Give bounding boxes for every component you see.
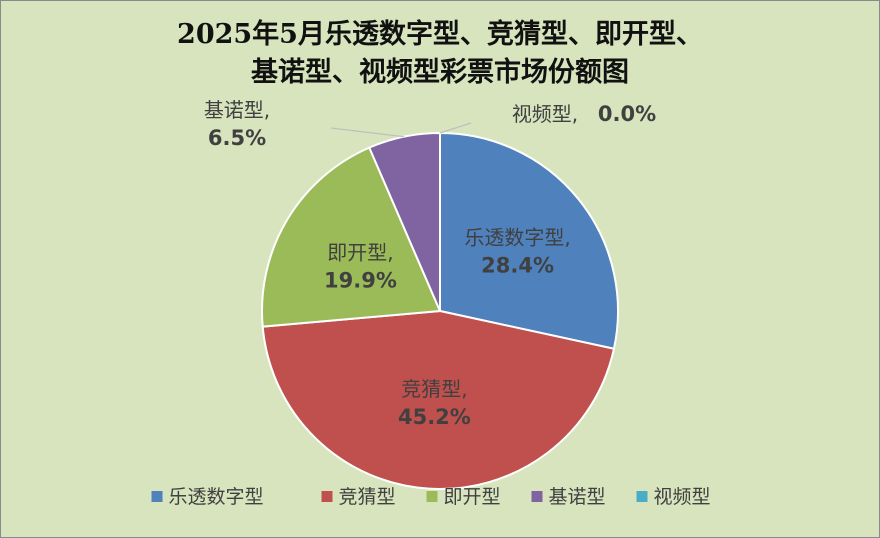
leader-lines	[330, 122, 472, 138]
legend-entry-4: 视频型	[654, 486, 711, 508]
chart-title: 2025年5月乐透数字型、竞猜型、即开型、 基诺型、视频型彩票市场份额图	[177, 18, 703, 88]
slice-1-label-value: 45.2%	[398, 405, 471, 429]
slice-1-wedge	[261, 309, 616, 491]
slice-0-label-name: 乐透数字型,	[464, 225, 570, 249]
slice-3-label-value: 6.5%	[208, 126, 266, 150]
slice-4-label-name: 视频型,	[512, 102, 578, 126]
legend-entry-0: 乐透数字型	[169, 486, 264, 508]
legend-swatch-3	[531, 491, 543, 502]
slice-2-label-name: 即开型,	[327, 241, 393, 265]
legend-swatch-4	[636, 491, 648, 502]
slice-3-leader-line	[330, 127, 404, 138]
legend-entry-2: 即开型	[444, 486, 501, 508]
legend-entry-1: 竞猜型	[339, 486, 396, 508]
slice-3-label-name: 基诺型,	[204, 98, 270, 122]
slice-0-wedge	[439, 131, 619, 350]
legend: 乐透数字型 竞猜型 即开型 基诺型 视频型	[151, 486, 711, 508]
chart-title-line-1: 2025年5月乐透数字型、竞猜型、即开型、	[177, 18, 703, 50]
legend-swatch-2	[426, 491, 438, 502]
slice-labels: 乐透数字型, 28.4% 竞猜型, 45.2% 即开型, 19.9% 基诺型, 6.5% 视频型…	[204, 98, 656, 429]
chart-title-line-2: 基诺型、视频型彩票市场份额图	[251, 56, 629, 88]
slice-0-label-value: 28.4%	[481, 253, 554, 277]
slice-2-label-value: 19.9%	[324, 269, 397, 293]
legend-swatch-0	[151, 491, 163, 502]
legend-swatch-1	[321, 491, 333, 502]
slice-4-leader-line	[439, 122, 472, 134]
legend-entry-3: 基诺型	[549, 486, 606, 508]
slice-2-wedge	[261, 146, 442, 328]
pie-slices	[261, 131, 619, 491]
slice-1-label-name: 竞猜型,	[401, 377, 467, 401]
slice-4-label-value: 0.0%	[598, 102, 656, 126]
